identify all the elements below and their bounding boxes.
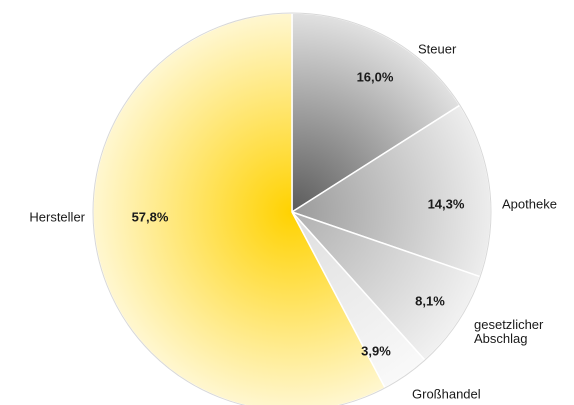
category-label: Hersteller: [29, 209, 85, 224]
value-label: 3,9%: [361, 343, 391, 358]
category-label: Großhandel: [412, 386, 481, 401]
pie-outline: [92, 12, 492, 405]
value-label: 16,0%: [357, 69, 394, 84]
value-label: 14,3%: [428, 196, 465, 211]
value-label: 57,8%: [132, 209, 169, 224]
value-label: 8,1%: [415, 293, 445, 308]
category-label: Steuer: [418, 41, 457, 56]
category-label: gesetzlicher Abschlag: [474, 317, 547, 346]
category-label: Apotheke: [502, 196, 557, 211]
